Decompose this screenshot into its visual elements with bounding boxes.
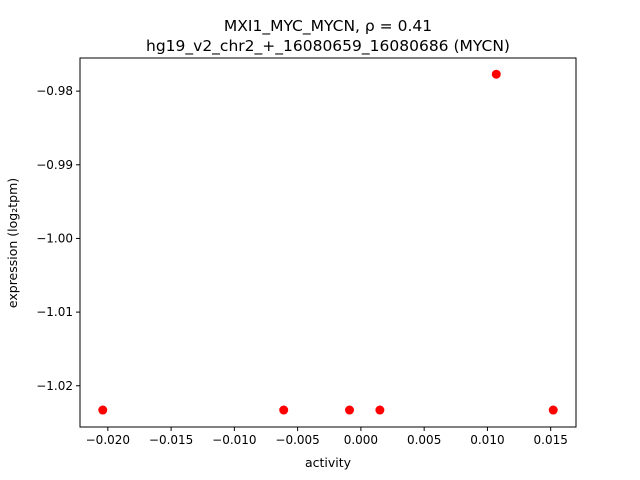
- plot-frame: [79, 57, 577, 428]
- data-point: [98, 405, 108, 415]
- y-tick-label: −1.00: [36, 231, 73, 245]
- x-tick-label: 0.010: [470, 433, 504, 447]
- x-axis: −0.020 −0.015 −0.010 −0.005 0.000 0.005 0.010 0…: [86, 427, 568, 447]
- plot-area: [80, 58, 576, 427]
- y-tick-label: −0.99: [36, 158, 73, 172]
- y-tick-label: −1.01: [36, 305, 73, 319]
- data-point: [375, 405, 385, 415]
- chart-title-line2: hg19_v2_chr2_+_16080659_16080686 (MYCN): [146, 37, 510, 56]
- x-tick-label: 0.005: [407, 433, 441, 447]
- y-axis-label: expression (log₂tpm): [5, 178, 20, 308]
- y-tick-label: −0.98: [36, 84, 73, 98]
- x-axis-label: activity: [305, 455, 352, 470]
- data-point: [548, 405, 558, 415]
- x-tick-label: 0.000: [344, 433, 378, 447]
- chart-title-line1: MXI1_MYC_MYCN, ρ = 0.41: [224, 17, 432, 36]
- data-point: [491, 69, 501, 79]
- y-axis: −0.98 −0.99 −1.00 −1.01 −1.02: [36, 84, 80, 393]
- x-tick-label: −0.010: [212, 433, 256, 447]
- x-tick-label: −0.015: [149, 433, 193, 447]
- data-point: [279, 405, 289, 415]
- y-tick-label: −1.02: [36, 379, 73, 393]
- x-tick-label: −0.020: [86, 433, 130, 447]
- data-point: [345, 405, 355, 415]
- x-tick-label: 0.015: [534, 433, 568, 447]
- x-tick-label: −0.005: [275, 433, 319, 447]
- data-points: [98, 69, 558, 415]
